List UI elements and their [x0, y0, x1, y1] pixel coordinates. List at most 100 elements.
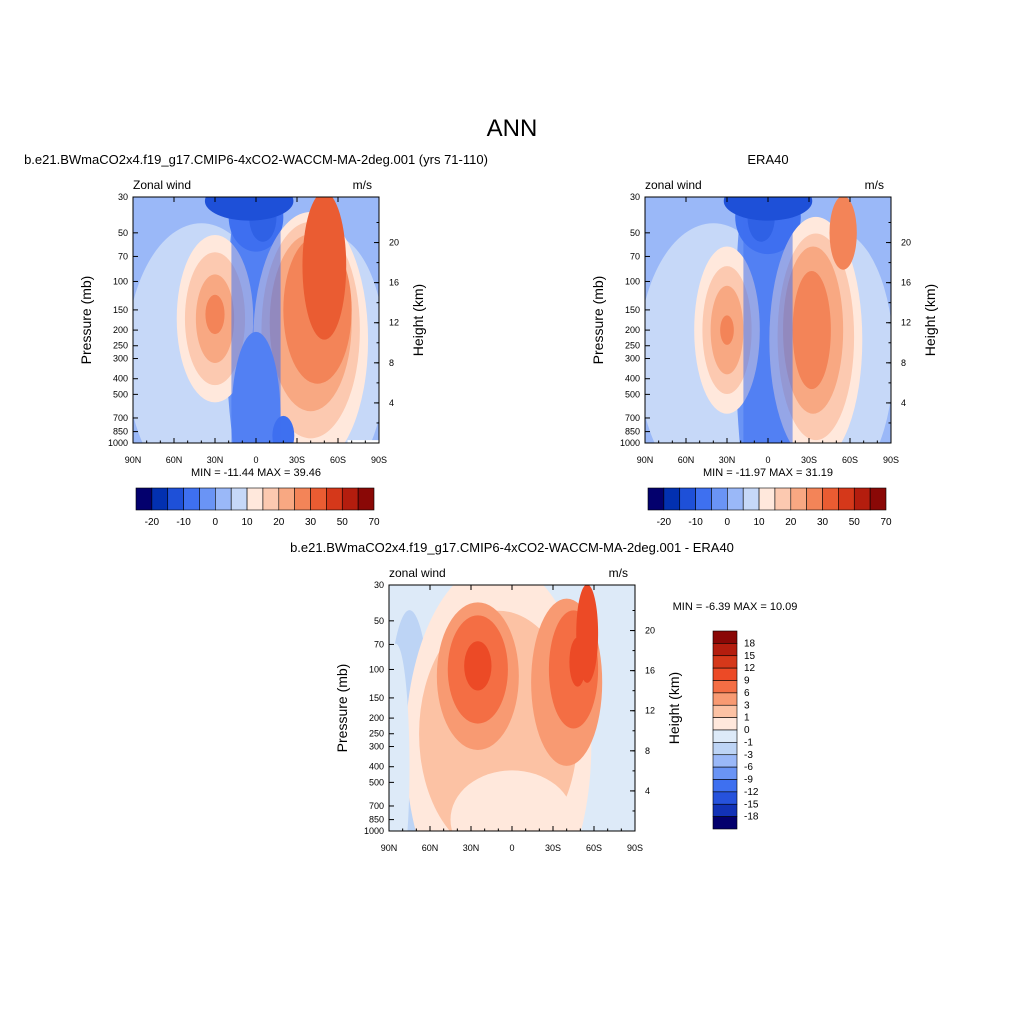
colorbar-swatch [853, 487, 871, 511]
x-tick-label: 90S [627, 843, 643, 853]
colorbar-swatch [230, 487, 248, 511]
y-tick-label: 50 [374, 616, 384, 626]
colorbar-swatch [278, 487, 295, 511]
colorbar-swatch [294, 487, 311, 511]
y-right-axis-label: Height (km) [666, 672, 682, 744]
panel-units: m/s [609, 566, 628, 580]
colorbar-label: 15 [744, 651, 756, 662]
colorbar-swatch [135, 487, 153, 511]
contour-region [792, 271, 831, 390]
colorbar-label: 20 [273, 517, 285, 528]
colorbar-label: 0 [725, 517, 731, 528]
x-tick-label: 30N [719, 455, 736, 465]
colorbar-label: 50 [849, 517, 861, 528]
y-axis-label: Pressure (mb) [334, 664, 350, 753]
y-tick-label: 200 [625, 325, 640, 335]
min-max-stats: MIN = -6.39 MAX = 10.09 [673, 601, 798, 613]
y-tick-label: 1000 [620, 438, 640, 448]
panel-1: b.e21.BWmaCO2x4.f19_g17.CMIP6-4xCO2-WACC… [24, 152, 488, 528]
colorbar-swatch [215, 487, 232, 511]
page-title: ANN [487, 115, 538, 142]
y-tick-label: 200 [369, 713, 384, 723]
colorbar-label: 30 [305, 517, 317, 528]
y-tick-label: 100 [625, 276, 640, 286]
colorbar-swatch [679, 487, 696, 511]
y-right-tick-label: 20 [389, 238, 399, 248]
x-tick-label: 90N [125, 455, 142, 465]
y-right-tick-label: 8 [389, 358, 394, 368]
colorbar-swatch [712, 754, 738, 768]
colorbar-label: -10 [688, 517, 703, 528]
y-tick-label: 500 [369, 777, 384, 787]
contour-region [720, 315, 734, 345]
colorbar-swatch [869, 487, 887, 511]
colorbar-swatch [151, 487, 169, 511]
y-right-tick-label: 12 [901, 318, 911, 328]
colorbar-swatch [712, 791, 738, 805]
y-tick-label: 30 [118, 192, 128, 202]
contour-region [464, 641, 492, 691]
missing-data [347, 440, 379, 443]
y-tick-label: 150 [369, 693, 384, 703]
colorbar-label: 30 [817, 517, 829, 528]
min-max-stats: MIN = -11.44 MAX = 39.46 [191, 467, 321, 479]
x-tick-label: 90S [883, 455, 899, 465]
x-tick-label: 0 [509, 843, 514, 853]
y-tick-label: 400 [113, 374, 128, 384]
colorbar-label: -10 [176, 517, 191, 528]
panel-3: b.e21.BWmaCO2x4.f19_g17.CMIP6-4xCO2-WACC… [290, 540, 798, 853]
panel-2: ERA40 zonal wind m/s 90N 60N 30N 0 30S 60S 90S 30 5… [590, 152, 938, 528]
colorbar-swatch [712, 729, 738, 743]
colorbar-label: -3 [744, 750, 753, 761]
colorbar-label: 0 [744, 725, 750, 736]
x-tick-label: 90S [371, 455, 387, 465]
contour-region [723, 197, 813, 221]
colorbar-label: 1 [744, 713, 750, 724]
x-tick-label: 60N [678, 455, 695, 465]
y-right-tick-label: 12 [645, 706, 655, 716]
y-tick-label: 850 [113, 427, 128, 437]
panel-subtitle-left: zonal wind [645, 178, 702, 192]
colorbar-label: 20 [785, 517, 797, 528]
y-tick-label: 70 [374, 639, 384, 649]
min-max-stats: MIN = -11.97 MAX = 31.19 [703, 467, 833, 479]
colorbar-swatch [822, 487, 839, 511]
colorbar-swatch [663, 487, 681, 511]
colorbar-swatch [712, 630, 738, 644]
colorbar-swatch [167, 487, 184, 511]
colorbar-label: 12 [744, 663, 756, 674]
colorbar-label: -18 [744, 812, 759, 823]
colorbar-swatch [758, 487, 776, 511]
colorbar-label: -20 [145, 517, 160, 528]
colorbar-swatch [712, 766, 738, 780]
contour-region [302, 197, 347, 340]
colorbar-swatch [712, 803, 738, 817]
colorbar-swatch [838, 487, 855, 511]
colorbar-swatch [262, 487, 280, 511]
contour-region [576, 585, 599, 683]
contour-region [231, 197, 281, 443]
colorbar-label: 0 [213, 517, 219, 528]
y-right-tick-label: 8 [901, 358, 906, 368]
colorbar-label: 10 [242, 517, 254, 528]
y-right-axis-label: Height (km) [922, 284, 938, 356]
y-tick-label: 700 [625, 413, 640, 423]
panel-subtitle-left: Zonal wind [133, 178, 191, 192]
colorbar-label: -6 [744, 762, 753, 773]
y-tick-label: 50 [630, 228, 640, 238]
colorbar: -20 -10 0 10 20 30 50 70 [647, 487, 892, 528]
colorbar-label: -12 [744, 787, 759, 798]
colorbar-swatch [790, 487, 807, 511]
y-tick-label: 300 [369, 742, 384, 752]
colorbar: -20 -10 0 10 20 30 50 70 [135, 487, 380, 528]
colorbar-label: 70 [368, 517, 380, 528]
y-tick-label: 500 [625, 389, 640, 399]
colorbar-swatch [806, 487, 823, 511]
colorbar-swatch [712, 717, 738, 731]
y-axis-label: Pressure (mb) [590, 276, 606, 365]
panel-title: b.e21.BWmaCO2x4.f19_g17.CMIP6-4xCO2-WACC… [24, 152, 488, 167]
colorbar-swatch [712, 680, 738, 694]
colorbar-swatch [711, 487, 728, 511]
y-right-tick-label: 16 [645, 666, 655, 676]
